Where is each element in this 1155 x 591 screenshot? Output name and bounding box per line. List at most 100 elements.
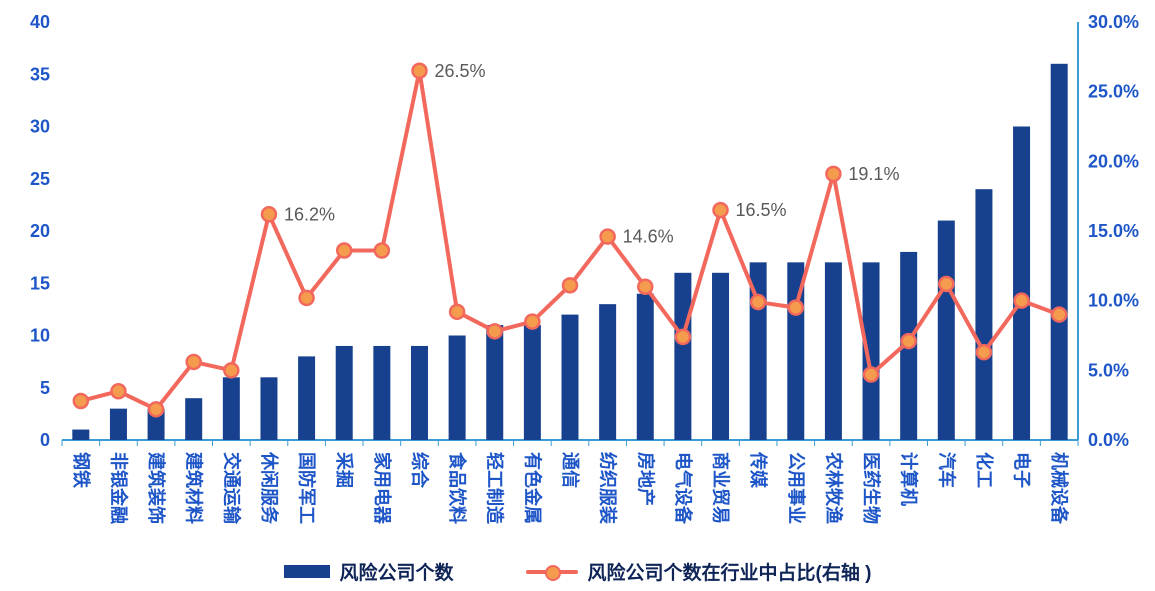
x-axis-category-label: 家用电器 bbox=[372, 452, 393, 525]
line-marker bbox=[825, 165, 842, 183]
x-axis-category-label: 电子 bbox=[1012, 452, 1033, 488]
x-axis-category-label: 医药生物 bbox=[861, 452, 882, 524]
bar-series-label: 风险公司个数 bbox=[339, 563, 454, 584]
bar bbox=[599, 304, 617, 440]
point-data-label: 19.1% bbox=[848, 164, 899, 184]
line-marker bbox=[637, 278, 654, 295]
bar bbox=[1013, 126, 1031, 440]
left-axis-tick: 15 bbox=[30, 273, 50, 293]
left-axis-tick: 10 bbox=[30, 326, 50, 346]
line-marker bbox=[448, 303, 466, 321]
bar bbox=[862, 262, 880, 440]
x-axis-category-label: 轻工制造 bbox=[485, 452, 506, 524]
point-data-label: 14.6% bbox=[623, 227, 674, 247]
line-marker bbox=[110, 382, 127, 400]
right-axis-tick: 15.0% bbox=[1088, 221, 1139, 241]
line-marker bbox=[411, 62, 428, 80]
left-axis-tick: 0 bbox=[40, 430, 50, 450]
x-axis-category-label: 综合 bbox=[409, 452, 430, 489]
bar bbox=[824, 262, 842, 440]
bar bbox=[410, 345, 428, 440]
line-series-swatch bbox=[525, 564, 578, 581]
left-axis-tick: 5 bbox=[40, 378, 50, 398]
right-axis-tick: 20.0% bbox=[1088, 151, 1139, 171]
bar bbox=[335, 345, 353, 440]
line-marker bbox=[862, 366, 880, 383]
x-axis-category-label: 房地产 bbox=[635, 452, 656, 506]
x-axis-category-label: 国防军工 bbox=[297, 452, 318, 524]
right-axis-tick: 10.0% bbox=[1088, 291, 1139, 311]
right-axis-tick: 25.0% bbox=[1088, 82, 1139, 102]
line-swatch-marker bbox=[544, 564, 561, 581]
line-marker bbox=[938, 275, 955, 293]
bar bbox=[636, 293, 654, 440]
bar bbox=[561, 314, 579, 440]
line-marker bbox=[185, 353, 202, 371]
left-axis-tick: 35 bbox=[30, 64, 50, 84]
bar bbox=[260, 377, 278, 440]
bar bbox=[298, 356, 316, 440]
line-marker bbox=[749, 293, 767, 311]
line-marker bbox=[674, 328, 692, 346]
line-marker bbox=[900, 332, 917, 350]
x-axis-category-label: 商业贸易 bbox=[711, 452, 732, 524]
bar bbox=[1050, 63, 1068, 441]
bar bbox=[448, 335, 466, 440]
bar bbox=[937, 220, 955, 440]
line-marker bbox=[524, 313, 541, 330]
bar bbox=[373, 345, 391, 440]
left-axis-tick: 40 bbox=[30, 12, 50, 32]
left-axis-tick: 20 bbox=[30, 221, 50, 241]
line-marker bbox=[298, 289, 315, 307]
bar bbox=[109, 408, 127, 440]
line-marker bbox=[223, 362, 240, 379]
bar bbox=[185, 398, 203, 440]
right-axis-tick: 30.0% bbox=[1088, 12, 1139, 32]
bar bbox=[523, 325, 541, 440]
bar bbox=[147, 408, 165, 440]
right-axis-tick: 0.0% bbox=[1088, 430, 1129, 450]
line-marker bbox=[712, 201, 729, 219]
x-axis-category-label: 计算机 bbox=[899, 452, 920, 506]
x-axis-category-label: 非银金融 bbox=[108, 452, 129, 524]
line-marker bbox=[787, 299, 805, 316]
line-marker bbox=[72, 392, 90, 410]
left-axis-tick: 25 bbox=[30, 169, 50, 189]
x-axis-category-label: 休闲服务 bbox=[259, 451, 280, 525]
x-axis-category-label: 传媒 bbox=[748, 451, 769, 489]
line-marker bbox=[486, 323, 503, 340]
line-marker bbox=[147, 401, 165, 418]
x-axis-category-label: 建筑装饰 bbox=[146, 452, 167, 524]
line-marker bbox=[599, 228, 616, 245]
legend-item-bar-series: 风险公司个数 bbox=[283, 558, 454, 585]
x-axis-category-label: 交通运输 bbox=[221, 452, 242, 525]
x-axis-category-label: 采掘 bbox=[334, 451, 355, 488]
bar bbox=[72, 429, 90, 440]
bar bbox=[222, 377, 240, 440]
line-marker bbox=[335, 242, 353, 259]
x-axis-category-label: 农林牧渔 bbox=[823, 451, 844, 524]
right-axis-tick: 5.0% bbox=[1088, 360, 1129, 380]
legend: 风险公司个数 风险公司个数在行业中占比(右轴 ) bbox=[0, 558, 1155, 585]
x-axis-category-label: 化工 bbox=[974, 452, 995, 488]
x-axis-category-label: 公用事业 bbox=[786, 452, 807, 524]
line-marker bbox=[260, 206, 278, 223]
line-marker bbox=[561, 277, 579, 294]
x-axis-category-label: 食品饮料 bbox=[447, 451, 468, 524]
line-marker bbox=[1013, 292, 1030, 309]
legend-item-line-series: 风险公司个数在行业中占比(右轴 ) bbox=[525, 558, 872, 585]
x-axis-category-label: 纺织服装 bbox=[598, 452, 619, 524]
line-marker bbox=[975, 343, 993, 361]
x-axis-category-label: 通信 bbox=[560, 452, 581, 488]
bar bbox=[486, 325, 504, 440]
x-axis-category-label: 有色金属 bbox=[522, 452, 543, 524]
bar bbox=[712, 272, 730, 440]
line-series-label: 风险公司个数在行业中占比(右轴 ) bbox=[587, 563, 872, 584]
left-axis-tick: 30 bbox=[30, 117, 50, 137]
bar bbox=[674, 272, 692, 440]
point-data-label: 26.5% bbox=[434, 61, 485, 81]
point-data-label: 16.2% bbox=[284, 204, 335, 224]
x-axis-category-label: 建筑材料 bbox=[184, 452, 205, 524]
